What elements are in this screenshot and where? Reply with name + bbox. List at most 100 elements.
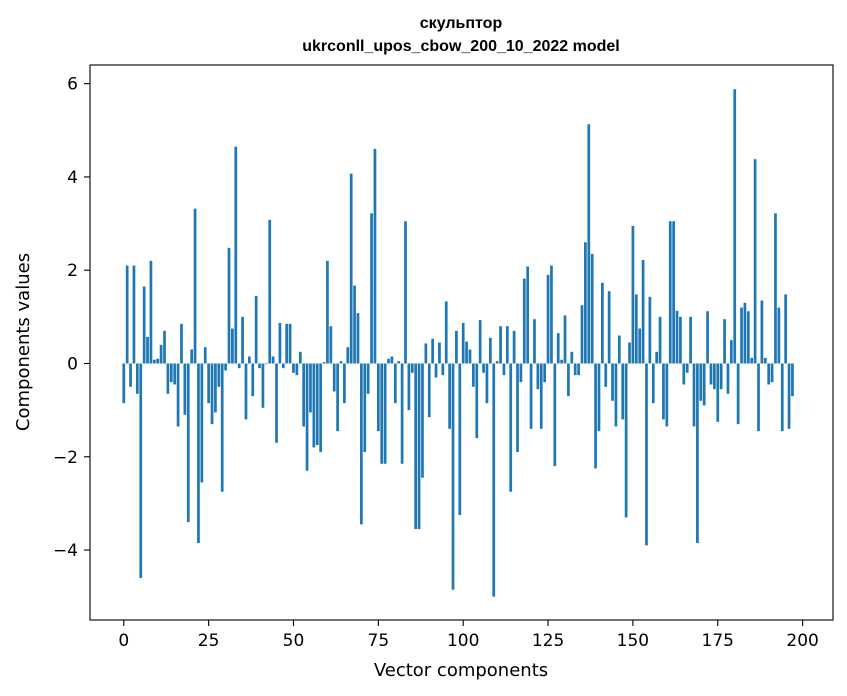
y-tick-label: 0 — [67, 354, 78, 374]
bar-149 — [628, 342, 631, 364]
bar-118 — [522, 278, 526, 364]
bar-7 — [146, 336, 149, 364]
bar-89 — [424, 343, 428, 364]
bar-137 — [587, 124, 591, 364]
bar-121 — [533, 319, 536, 364]
chart-title-line2: ukrconll_upos_cbow_200_10_2022 model — [302, 38, 619, 55]
bar-40 — [258, 363, 261, 369]
bar-66 — [346, 347, 350, 364]
bar-45 — [275, 363, 278, 443]
bar-22 — [197, 363, 200, 544]
bar-195 — [784, 294, 788, 364]
bar-84 — [407, 363, 411, 411]
bar-197 — [791, 363, 794, 397]
bar-182 — [740, 307, 743, 364]
bar-131 — [567, 363, 570, 397]
bar-98 — [455, 330, 458, 364]
bar-159 — [662, 363, 665, 420]
bar-60 — [326, 260, 329, 364]
x-tick-label: 0 — [118, 631, 129, 651]
bar-61 — [329, 326, 333, 364]
bar-135 — [580, 305, 584, 364]
bar-33 — [234, 146, 238, 364]
bar-24 — [203, 347, 207, 364]
bar-193 — [777, 307, 781, 364]
bar-95 — [444, 301, 448, 364]
bar-130 — [563, 315, 567, 364]
bar-143 — [607, 291, 611, 364]
bar-44 — [271, 356, 275, 364]
bar-42 — [264, 363, 268, 365]
bar-108 — [488, 337, 492, 364]
bar-180 — [733, 89, 737, 364]
bar-114 — [509, 363, 513, 492]
bar-161 — [668, 221, 672, 364]
bar-48 — [285, 323, 289, 364]
bar-97 — [451, 363, 455, 590]
bar-23 — [200, 363, 204, 483]
bar-116 — [516, 363, 519, 453]
bar-185 — [750, 357, 754, 364]
bar-55 — [309, 363, 312, 413]
bar-28 — [217, 363, 221, 387]
bar-174 — [713, 363, 716, 390]
bar-16 — [176, 363, 180, 427]
bar-117 — [519, 363, 523, 383]
bar-47 — [281, 363, 285, 369]
bar-148 — [624, 363, 628, 518]
bar-26 — [210, 363, 214, 425]
bar-34 — [237, 363, 241, 369]
bar-126 — [550, 265, 553, 364]
bar-58 — [319, 363, 322, 453]
bar-36 — [244, 363, 248, 420]
bar-71 — [363, 363, 367, 453]
y-axis-ticks: −4 −2 0 2 4 6 — [53, 75, 90, 561]
bar-76 — [380, 363, 384, 464]
bar-154 — [645, 363, 648, 546]
bar-176 — [719, 363, 723, 390]
bar-170 — [699, 363, 703, 401]
bar-1 — [125, 265, 129, 364]
bar-94 — [441, 363, 445, 376]
bar-79 — [390, 356, 394, 364]
bar-56 — [312, 363, 316, 448]
bar-70 — [360, 363, 363, 525]
bar-69 — [356, 313, 360, 364]
bar-19 — [186, 363, 190, 523]
bar-147 — [621, 363, 625, 420]
bar-191 — [770, 363, 774, 383]
bar-18 — [183, 363, 187, 415]
bar-144 — [611, 363, 614, 401]
bar-102 — [468, 349, 472, 364]
x-tick-label: 125 — [532, 631, 564, 651]
bar-196 — [787, 363, 791, 429]
bar-82 — [400, 363, 404, 464]
bar-29 — [220, 363, 224, 492]
bar-93 — [438, 342, 441, 364]
bar-128 — [556, 333, 560, 364]
bar-35 — [241, 316, 244, 364]
bar-9 — [152, 359, 156, 364]
bar-168 — [692, 363, 696, 427]
x-tick-label: 50 — [283, 631, 305, 651]
bar-31 — [227, 247, 231, 364]
bar-184 — [746, 311, 750, 364]
bar-150 — [631, 225, 635, 364]
bar-164 — [679, 316, 682, 364]
bar-165 — [682, 363, 686, 385]
bar-188 — [760, 300, 764, 364]
bar-8 — [149, 260, 153, 364]
bar-13 — [166, 363, 170, 394]
bar-64 — [339, 361, 343, 364]
bar-113 — [505, 326, 509, 364]
bar-110 — [495, 361, 499, 364]
chart-title-line1: скульптор — [420, 15, 503, 32]
bar-124 — [543, 363, 547, 383]
bar-10 — [156, 358, 160, 364]
bar-57 — [315, 363, 319, 446]
x-tick-label: 100 — [447, 631, 479, 651]
bar-101 — [465, 341, 468, 364]
plot-frame — [89, 64, 834, 621]
bar-155 — [648, 296, 652, 364]
